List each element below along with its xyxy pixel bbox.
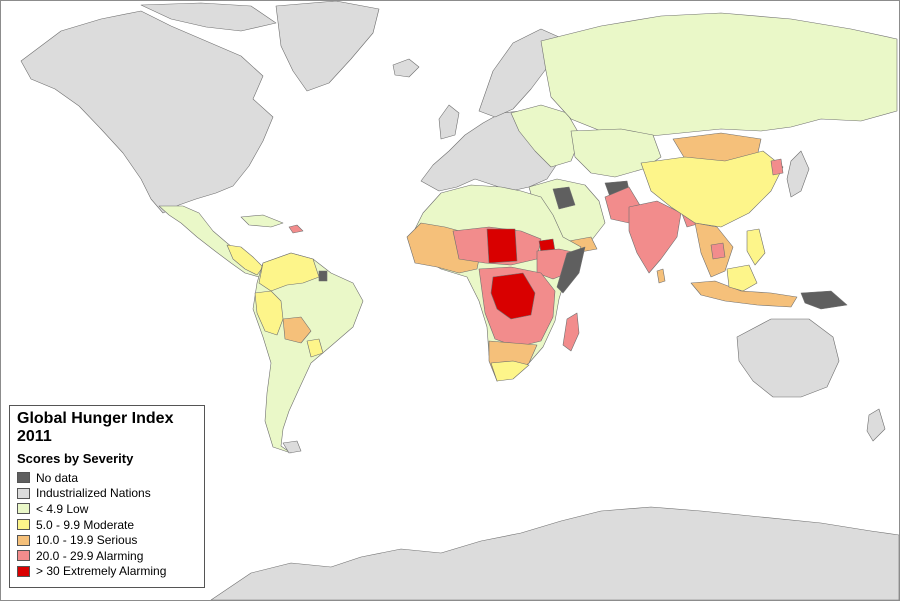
legend-item-label: < 4.9 Low	[36, 501, 89, 516]
region-paraguay	[306, 338, 324, 358]
region-guatemala-honduras	[226, 244, 264, 276]
region-philippines	[746, 228, 766, 266]
region-suriname	[318, 270, 328, 282]
legend-items: No data Industrialized Nations < 4.9 Low 5.…	[17, 470, 197, 579]
legend-swatch	[17, 550, 30, 562]
region-indonesia	[690, 280, 798, 308]
legend-item-label: 5.0 - 9.9 Moderate	[36, 517, 135, 532]
legend-item-label: 10.0 - 19.9 Serious	[36, 533, 138, 548]
region-somalia	[556, 246, 586, 294]
region-cuba	[240, 214, 284, 228]
region-sri-lanka	[656, 268, 666, 284]
legend-year: 2011	[17, 428, 52, 445]
map-legend: Global Hunger Index 2011 Scores by Sever…	[9, 405, 205, 588]
region-russia	[540, 12, 898, 138]
region-north-america	[20, 10, 274, 214]
legend-swatch	[17, 487, 30, 499]
legend-swatch	[17, 534, 30, 546]
legend-swatch	[17, 503, 30, 515]
region-eastern-europe	[510, 104, 582, 168]
region-chad	[486, 228, 518, 264]
legend-item: > 30 Extremely Alarming	[17, 564, 197, 580]
region-colombia-venezuela	[258, 252, 320, 292]
region-iraq	[552, 186, 576, 210]
region-tierra-del-fuego	[282, 440, 302, 454]
legend-item-label: Industrialized Nations	[36, 486, 151, 501]
region-japan	[786, 150, 810, 198]
region-australia	[736, 318, 840, 398]
legend-swatch	[17, 519, 30, 531]
region-cambodia	[710, 242, 726, 260]
legend-item: 10.0 - 19.9 Serious	[17, 532, 197, 548]
region-iceland	[392, 58, 420, 78]
region-antarctica	[210, 506, 899, 600]
region-greenland	[275, 1, 380, 92]
region-south-africa	[490, 360, 530, 382]
legend-item: 20.0 - 29.9 Alarming	[17, 548, 197, 564]
legend-title: Global Hunger Index	[17, 410, 174, 427]
legend-item: No data	[17, 470, 197, 486]
region-dr-congo	[490, 272, 536, 320]
region-madagascar	[562, 312, 580, 352]
legend-item: Industrialized Nations	[17, 486, 197, 502]
region-haiti	[288, 224, 304, 234]
region-china	[640, 150, 784, 228]
legend-item-label: No data	[36, 470, 79, 485]
region-borneo	[726, 264, 758, 292]
legend-item-label: 20.0 - 29.9 Alarming	[36, 548, 144, 563]
region-bolivia	[282, 316, 312, 344]
legend-item: 5.0 - 9.9 Moderate	[17, 517, 197, 533]
region-new-zealand	[866, 408, 886, 442]
region-uk	[438, 104, 460, 140]
legend-swatch	[17, 472, 30, 484]
region-peru-ecuador	[254, 290, 284, 336]
region-north-korea	[770, 158, 784, 176]
legend-swatch	[17, 565, 30, 577]
region-arctic-islands	[140, 2, 277, 32]
region-papua-new-guinea	[800, 290, 848, 310]
legend-item-label: > 30 Extremely Alarming	[36, 564, 167, 579]
region-india	[628, 200, 682, 274]
legend-item: < 4.9 Low	[17, 501, 197, 517]
legend-subtitle: Scores by Severity	[17, 451, 134, 466]
